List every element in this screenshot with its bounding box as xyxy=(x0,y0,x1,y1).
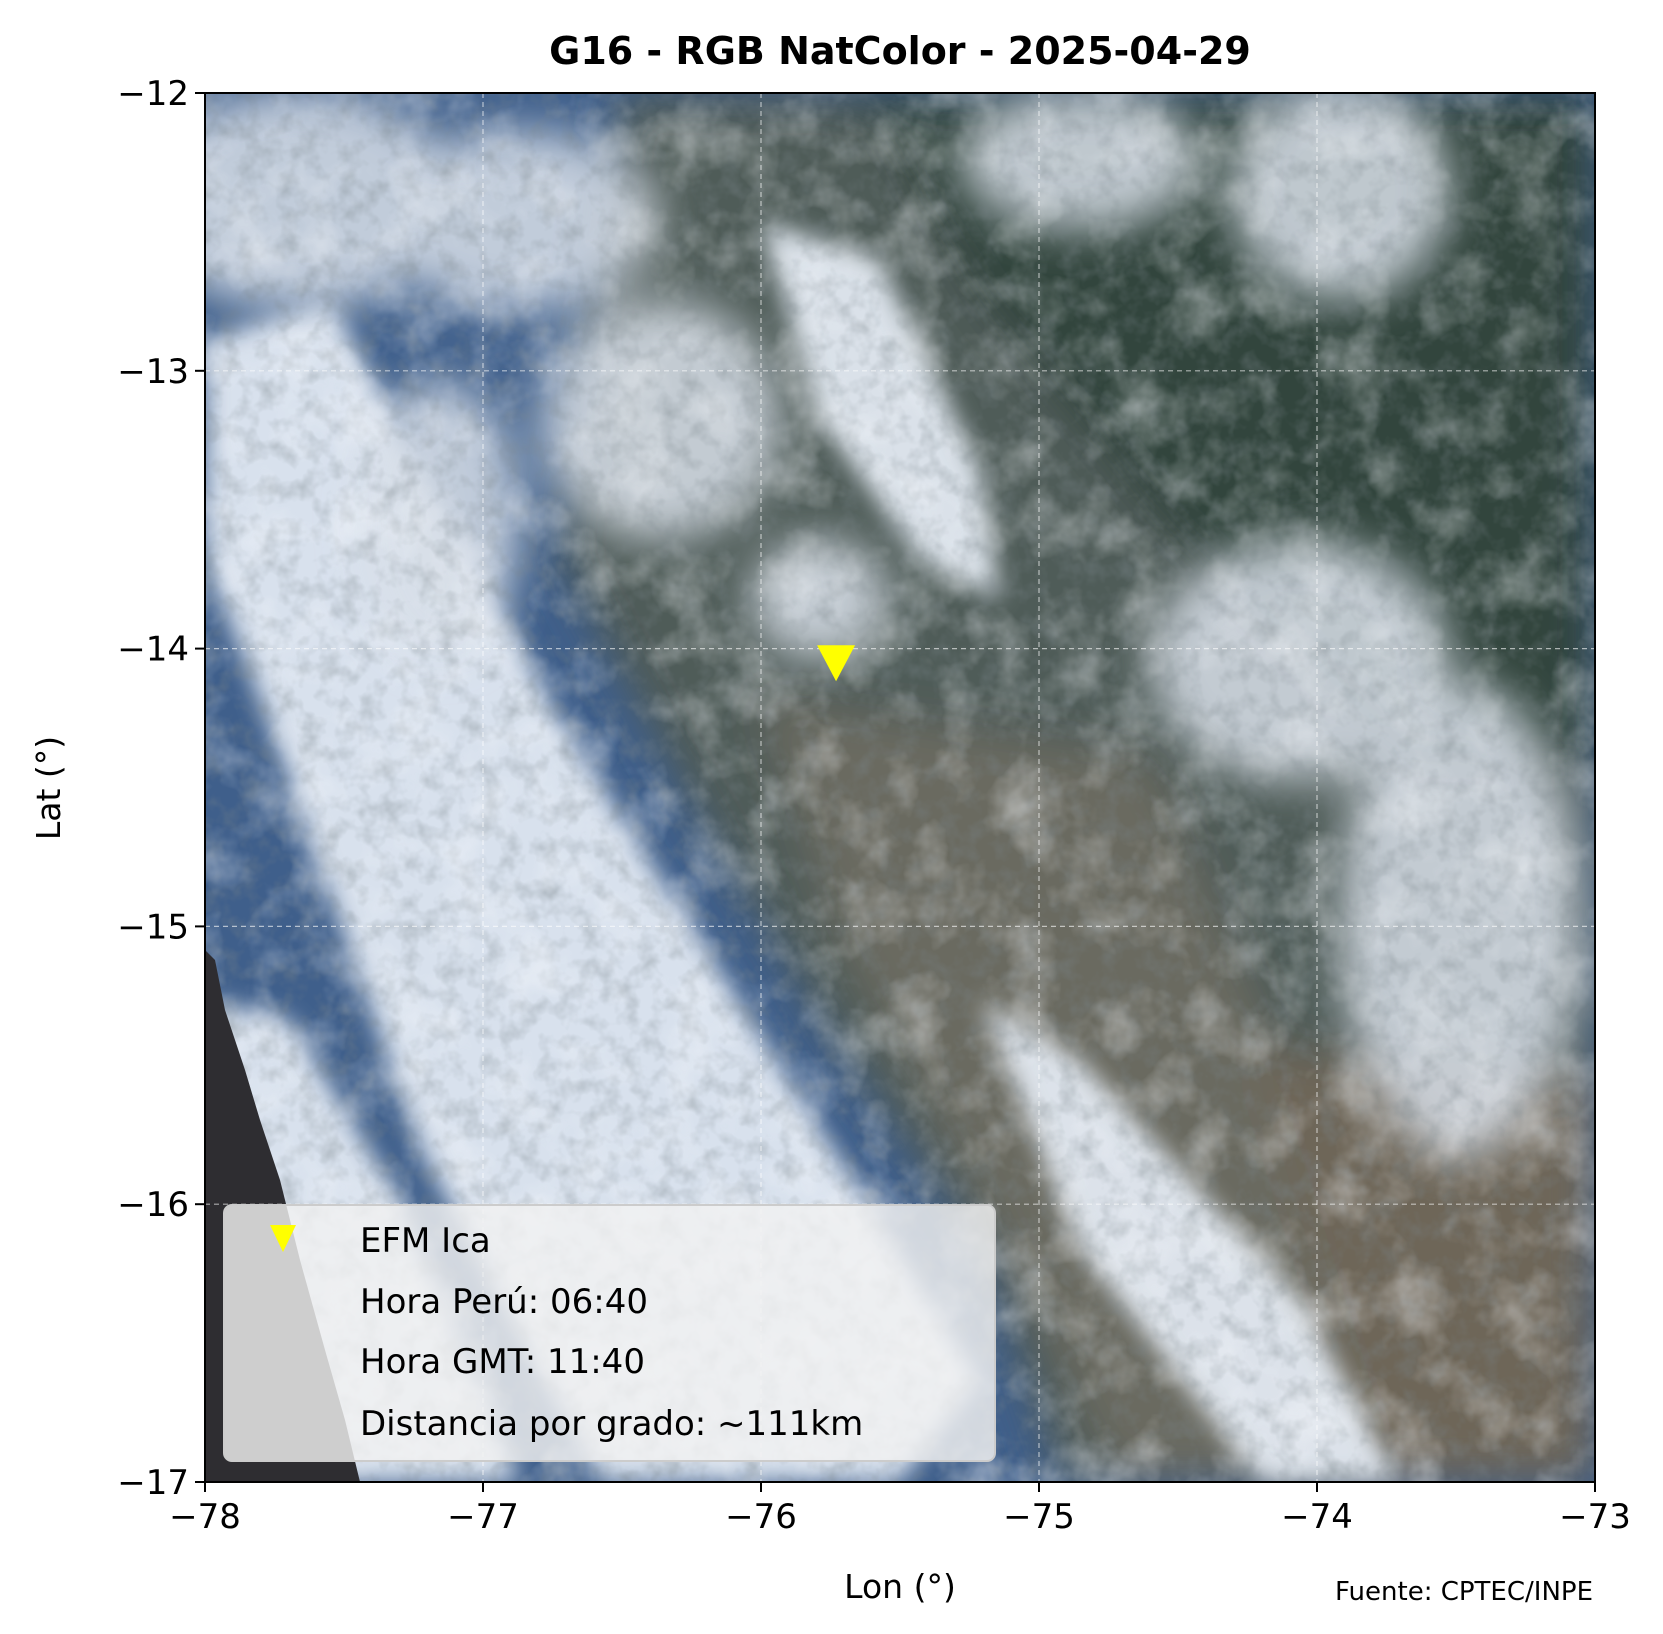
y-tick-label: −13 xyxy=(117,352,189,392)
x-tick-label: −75 xyxy=(1003,1497,1075,1537)
legend-marker-icon xyxy=(270,1225,296,1252)
source-note: Fuente: CPTEC/INPE xyxy=(1335,1577,1593,1607)
station-marker-efm-ica xyxy=(817,645,856,682)
figure-title: G16 - RGB NatColor - 2025-04-29 xyxy=(549,29,1251,73)
legend-box xyxy=(223,1204,996,1462)
x-tick-label: −74 xyxy=(1281,1497,1353,1537)
y-tick-label: −16 xyxy=(117,1185,189,1225)
axis-ticks: −78 −77 −76 −75 −74 −73 −12 −13 −14 −15 −16 −17 xyxy=(117,74,1631,1537)
y-tick-label: −12 xyxy=(117,74,189,114)
y-axis-label: Lat (°) xyxy=(29,736,68,840)
y-tick-label: −14 xyxy=(117,630,189,670)
legend-entry-hora-gmt: Hora GMT: 11:40 xyxy=(360,1342,645,1382)
axes-frame xyxy=(204,92,1596,1483)
x-tick-label: −78 xyxy=(169,1497,241,1537)
y-tick-label: −17 xyxy=(117,1463,189,1503)
x-tick-label: −73 xyxy=(1559,1497,1631,1537)
x-tick-label: −77 xyxy=(447,1497,519,1537)
legend: EFM Ica Hora Perú: 06:40 Hora GMT: 11:40… xyxy=(223,1204,996,1462)
legend-entry-station: EFM Ica xyxy=(360,1221,491,1261)
x-axis-label: Lon (°) xyxy=(844,1567,956,1606)
y-tick-label: −15 xyxy=(117,907,189,947)
satellite-image xyxy=(205,93,1595,1482)
legend-entry-distancia: Distancia por grado: ~111km xyxy=(360,1404,863,1444)
station-markers xyxy=(817,645,856,682)
x-tick-label: −76 xyxy=(725,1497,797,1537)
legend-entry-hora-peru: Hora Perú: 06:40 xyxy=(360,1282,648,1322)
